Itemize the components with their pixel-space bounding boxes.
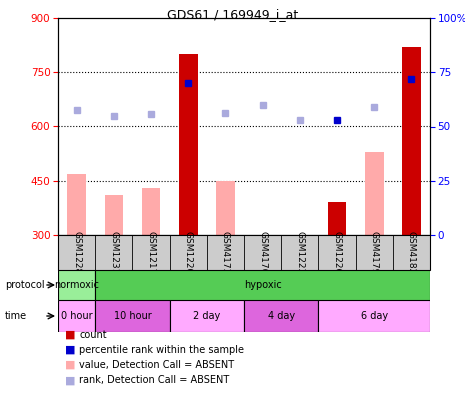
Text: GSM1223: GSM1223 [295, 231, 304, 274]
Bar [170, 300, 244, 332]
Text: ■: ■ [65, 360, 76, 370]
Text: ■: ■ [65, 345, 76, 355]
Text: GSM4176: GSM4176 [258, 231, 267, 274]
Text: protocol: protocol [5, 280, 44, 290]
Text: 0 hour: 0 hour [61, 311, 93, 321]
Text: GSM4173: GSM4173 [221, 231, 230, 274]
Text: GSM1217: GSM1217 [146, 231, 155, 274]
Bar [402, 47, 421, 235]
Bar [95, 300, 170, 332]
Text: 4 day: 4 day [268, 311, 295, 321]
Bar [328, 202, 346, 235]
Text: GDS61 / 169949_i_at: GDS61 / 169949_i_at [167, 8, 298, 21]
Bar [67, 173, 86, 235]
Text: count: count [79, 330, 106, 340]
Bar [244, 300, 319, 332]
Text: GSM4182: GSM4182 [407, 231, 416, 274]
Text: normoxic: normoxic [54, 280, 99, 290]
Bar [142, 188, 160, 235]
Text: hypoxic: hypoxic [244, 280, 281, 290]
Text: GSM1226: GSM1226 [332, 231, 341, 274]
Bar [319, 300, 430, 332]
Bar [58, 300, 95, 332]
Text: ■: ■ [65, 375, 76, 385]
Text: ■: ■ [65, 330, 76, 340]
Bar [58, 270, 95, 300]
Bar [105, 195, 123, 235]
Text: GSM1231: GSM1231 [109, 231, 118, 274]
Text: GSM1220: GSM1220 [184, 231, 193, 274]
Bar [179, 54, 198, 235]
Text: 2 day: 2 day [193, 311, 220, 321]
Text: rank, Detection Call = ABSENT: rank, Detection Call = ABSENT [79, 375, 229, 385]
Text: percentile rank within the sample: percentile rank within the sample [79, 345, 244, 355]
Text: time: time [5, 311, 27, 321]
Bar [216, 181, 235, 235]
Text: 6 day: 6 day [361, 311, 388, 321]
Text: value, Detection Call = ABSENT: value, Detection Call = ABSENT [79, 360, 234, 370]
Text: GSM4179: GSM4179 [370, 231, 379, 274]
Text: 10 hour: 10 hour [113, 311, 151, 321]
Bar [365, 152, 384, 235]
Text: GSM1228: GSM1228 [72, 231, 81, 274]
